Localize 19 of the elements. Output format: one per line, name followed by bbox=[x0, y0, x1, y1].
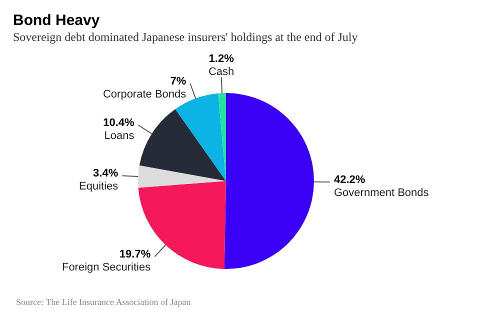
pie-slice bbox=[218, 93, 226, 181]
data-label: 10.4% bbox=[103, 117, 134, 130]
data-label: 1.2% bbox=[208, 53, 234, 66]
source-note: Source: The Life Insurance Association of Japan bbox=[16, 297, 192, 307]
slice-label: Corporate Bonds bbox=[102, 88, 187, 100]
data-label: 3.4% bbox=[93, 168, 118, 180]
pie-slice bbox=[139, 109, 226, 181]
slice-label: Cash bbox=[208, 66, 234, 78]
data-label: 42.2% bbox=[334, 174, 366, 186]
data-label: 7% bbox=[170, 75, 186, 88]
slice-label: Loans bbox=[104, 130, 135, 142]
slice-label: Equities bbox=[78, 180, 119, 193]
pie-slice bbox=[224, 93, 314, 269]
slice-label: Foreign Securities bbox=[62, 262, 152, 274]
data-label: 19.7% bbox=[119, 248, 151, 261]
slice-label: Government Bonds bbox=[334, 186, 430, 199]
chart-title: Bond Heavy bbox=[13, 12, 100, 29]
pie-slice bbox=[138, 165, 226, 188]
chart-subtitle: Sovereign debt dominated Japanese insurers' holdings at the end of July bbox=[13, 30, 358, 44]
